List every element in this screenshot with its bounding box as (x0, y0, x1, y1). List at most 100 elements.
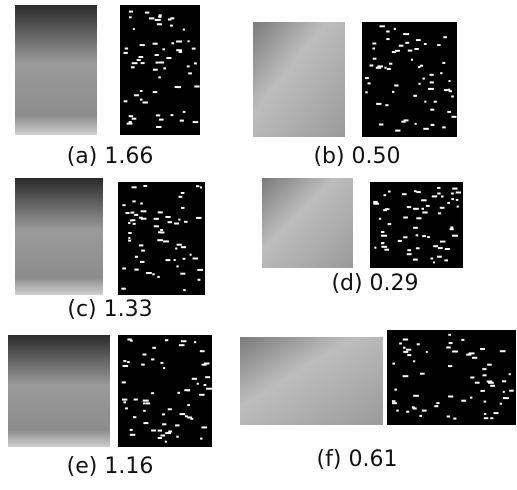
speck (407, 206, 411, 208)
speck (151, 392, 154, 394)
speck (413, 259, 418, 261)
speck (129, 115, 133, 117)
speck (123, 360, 126, 362)
speck (453, 418, 456, 420)
speck (450, 226, 453, 228)
speck (183, 289, 186, 291)
speck (141, 364, 145, 366)
speck (392, 402, 397, 404)
speck (194, 62, 197, 64)
speck (183, 111, 186, 113)
speck (161, 362, 164, 364)
speck (421, 208, 424, 210)
speck (401, 121, 405, 123)
speck (419, 415, 422, 417)
speck (180, 413, 186, 415)
speck (133, 223, 136, 225)
speck (386, 38, 389, 40)
speck (166, 57, 171, 59)
speck (449, 342, 453, 344)
speck (394, 85, 398, 87)
speck (413, 408, 417, 410)
speck (175, 424, 179, 426)
speck (128, 237, 130, 239)
speck (447, 416, 450, 418)
speck (176, 41, 182, 43)
speck (408, 50, 413, 52)
speck (407, 249, 411, 251)
hand-image (262, 178, 353, 268)
speck (158, 437, 162, 439)
speck (124, 52, 128, 54)
speck (192, 48, 196, 50)
speck (482, 368, 486, 370)
speck (194, 86, 199, 88)
speck (483, 374, 487, 376)
speck (398, 240, 402, 242)
speck (376, 103, 381, 105)
speck (451, 193, 454, 195)
speck (416, 39, 421, 41)
figure: (a) 1.66 (b) 0.50 (c) 1.33 (d) 0.29 (e) … (0, 0, 517, 486)
speck (168, 221, 173, 223)
speck (392, 363, 395, 365)
speck (433, 245, 438, 247)
speck (449, 80, 451, 82)
speck (500, 403, 502, 405)
speck (385, 104, 388, 106)
speck (122, 381, 126, 383)
speck (198, 279, 201, 281)
caption: (c) 1.33 (67, 297, 152, 322)
speck (475, 382, 480, 384)
speck (420, 65, 423, 67)
speck (204, 384, 207, 386)
hand-image (253, 22, 345, 137)
speck (152, 273, 154, 275)
speck (133, 416, 136, 418)
speck (503, 391, 505, 393)
speck (432, 195, 437, 197)
speck (422, 235, 426, 237)
speck (422, 410, 427, 412)
speck (433, 261, 435, 263)
caption: (a) 1.66 (67, 144, 154, 169)
speck (403, 375, 409, 377)
speck (141, 218, 147, 220)
speck (156, 126, 162, 128)
speck (377, 65, 383, 67)
speck (399, 343, 402, 345)
speck (196, 185, 199, 187)
speck (484, 417, 489, 419)
speck (185, 415, 188, 417)
speck (370, 65, 374, 67)
speck (154, 218, 159, 220)
speck (452, 116, 457, 118)
speck (411, 59, 413, 61)
speck (129, 11, 133, 13)
speck (130, 434, 136, 436)
speck (201, 426, 207, 428)
speck (158, 231, 162, 233)
speck (407, 354, 411, 356)
speck (168, 19, 172, 21)
speck (413, 208, 419, 210)
speck (125, 48, 128, 50)
speck (128, 240, 131, 242)
caption: (d) 0.29 (331, 271, 418, 296)
speck (137, 59, 141, 61)
speck (446, 347, 450, 349)
speck (181, 246, 186, 248)
speck (174, 223, 179, 225)
speck (392, 400, 396, 402)
speck (490, 417, 493, 419)
speck (158, 76, 161, 78)
speck (178, 219, 180, 221)
speck (158, 211, 163, 213)
speck (403, 351, 408, 353)
speck (149, 17, 155, 19)
speck (156, 114, 160, 116)
speck (130, 212, 134, 214)
speck (206, 388, 212, 390)
speck (423, 78, 425, 80)
speck (413, 227, 418, 229)
